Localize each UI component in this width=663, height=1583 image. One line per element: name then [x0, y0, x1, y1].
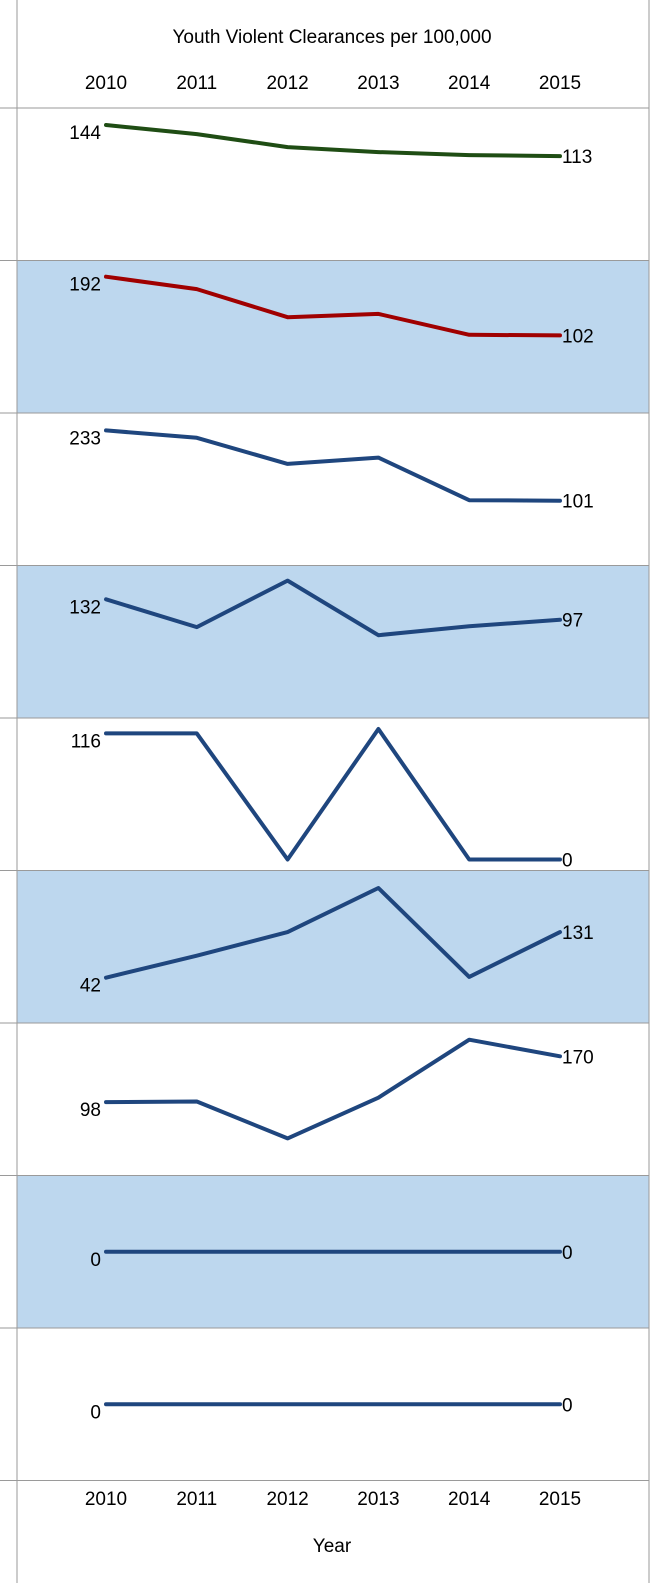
- x-tick-label-top: 2013: [357, 73, 399, 94]
- series-line-3: [104, 428, 562, 503]
- x-tick-label-top: 2011: [176, 73, 217, 94]
- start-value-label: 192: [69, 275, 101, 296]
- x-axis-label: Year: [313, 1536, 352, 1557]
- end-value-label: 0: [562, 1395, 573, 1416]
- series-lines: [104, 123, 562, 1407]
- start-value-label: 233: [69, 428, 101, 449]
- end-value-label: 170: [562, 1047, 594, 1068]
- x-tick-label-top: 2014: [448, 73, 491, 94]
- series-line-4: [104, 578, 562, 638]
- panel-band-4: [17, 565, 649, 718]
- x-tick-label-top: 2012: [266, 73, 308, 94]
- x-tick-label-top: 2015: [539, 73, 581, 94]
- start-value-label: 42: [80, 976, 101, 997]
- start-value-label: 0: [90, 1250, 101, 1271]
- series-line-2: [104, 274, 562, 338]
- chart-title: Youth Violent Clearances per 100,000: [172, 27, 491, 48]
- x-tick-label-bottom: 2013: [357, 1489, 399, 1510]
- x-tick-label-bottom: 2014: [448, 1489, 491, 1510]
- start-value-label: 0: [90, 1402, 101, 1423]
- start-value-label: 144: [69, 123, 101, 144]
- start-value-label: 116: [71, 731, 101, 752]
- start-value-label: 132: [69, 597, 101, 618]
- series-line-7: [104, 1037, 562, 1141]
- end-value-label: 102: [562, 326, 594, 347]
- value-labels: 144 113 192 102 233 101 132 97 116 0 42 131 98 170 0 0 0…: [69, 123, 593, 1423]
- x-tick-label-bottom: 2010: [85, 1489, 127, 1510]
- end-value-label: 113: [562, 147, 592, 168]
- series-line-1: [104, 123, 562, 159]
- panel-band-6: [17, 870, 649, 1023]
- end-value-label: 101: [562, 492, 594, 513]
- series-line-5: [104, 727, 562, 862]
- end-value-label: 0: [562, 851, 573, 872]
- end-value-label: 131: [562, 923, 594, 944]
- start-value-label: 98: [80, 1100, 101, 1121]
- x-tick-label-bottom: 2012: [266, 1489, 308, 1510]
- x-tick-label-bottom: 2011: [176, 1489, 217, 1510]
- panel-backgrounds: [17, 260, 649, 1328]
- series-line-6: [104, 886, 562, 980]
- x-tick-label-bottom: 2015: [539, 1489, 581, 1510]
- x-tick-label-top: 2010: [85, 73, 127, 94]
- end-value-label: 0: [562, 1243, 573, 1264]
- end-value-label: 97: [562, 611, 583, 632]
